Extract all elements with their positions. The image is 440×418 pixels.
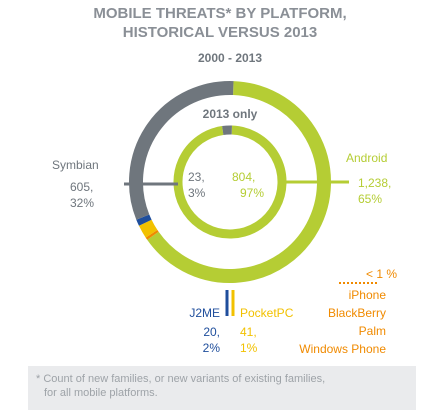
pocketpc-name-label: PocketPC [240, 306, 294, 320]
j2me-name-label: J2ME [189, 306, 220, 320]
pocketpc-percent-label: 1% [240, 341, 258, 355]
symbian-percent-label: 32% [70, 196, 95, 210]
pocketpc-value-label: 41, [240, 325, 257, 339]
android-value-label: 1,238, [358, 176, 392, 190]
slice-symbian [129, 81, 234, 220]
others-item-iphone: iPhone [348, 288, 386, 302]
slice-pocketpc [138, 219, 158, 238]
inner-android-percent-label: 97% [240, 186, 265, 200]
others-item-windows-phone: Windows Phone [299, 342, 386, 356]
android-percent-label: 65% [358, 192, 383, 206]
slice-others [145, 229, 159, 240]
chart-title-line-1: MOBILE THREATS* BY PLATFORM, [93, 5, 347, 22]
outer-ring [129, 81, 331, 283]
slice-symbian [222, 125, 232, 135]
inner-ring-title: 2013 only [203, 107, 258, 121]
inner-symbian-percent-label: 3% [188, 186, 206, 200]
symbian-name-label: Symbian [52, 158, 99, 172]
j2me-percent-label: 2% [202, 341, 220, 355]
chart-title-line-2: HISTORICAL VERSUS 2013 [122, 24, 318, 41]
outer-ring-title: 2000 - 2013 [198, 51, 262, 65]
slice-android [173, 125, 287, 239]
android-name-label: Android [346, 151, 388, 165]
others-item-blackberry: BlackBerry [327, 306, 386, 320]
footnote: * Count of new families, or new variants… [28, 366, 416, 410]
slice-android [147, 81, 331, 283]
inner-ring [173, 125, 287, 239]
inner-symbian-value-label: 23, [188, 170, 205, 184]
symbian-value-label: 605, [70, 180, 94, 194]
others-item-palm: Palm [358, 324, 386, 338]
footnote-line-2: for all mobile platforms. [44, 387, 158, 399]
inner-android-value-label: 804, [232, 170, 256, 184]
j2me-value-label: 20, [203, 325, 220, 339]
slice-j2me [136, 214, 152, 226]
others-percent-label: < 1 % [366, 267, 398, 281]
leader-lines [124, 180, 378, 316]
footnote-line-1: * Count of new families, or new variants… [36, 373, 326, 385]
chart-title: MOBILE THREATS* BY PLATFORM, HISTORICAL … [0, 4, 440, 42]
